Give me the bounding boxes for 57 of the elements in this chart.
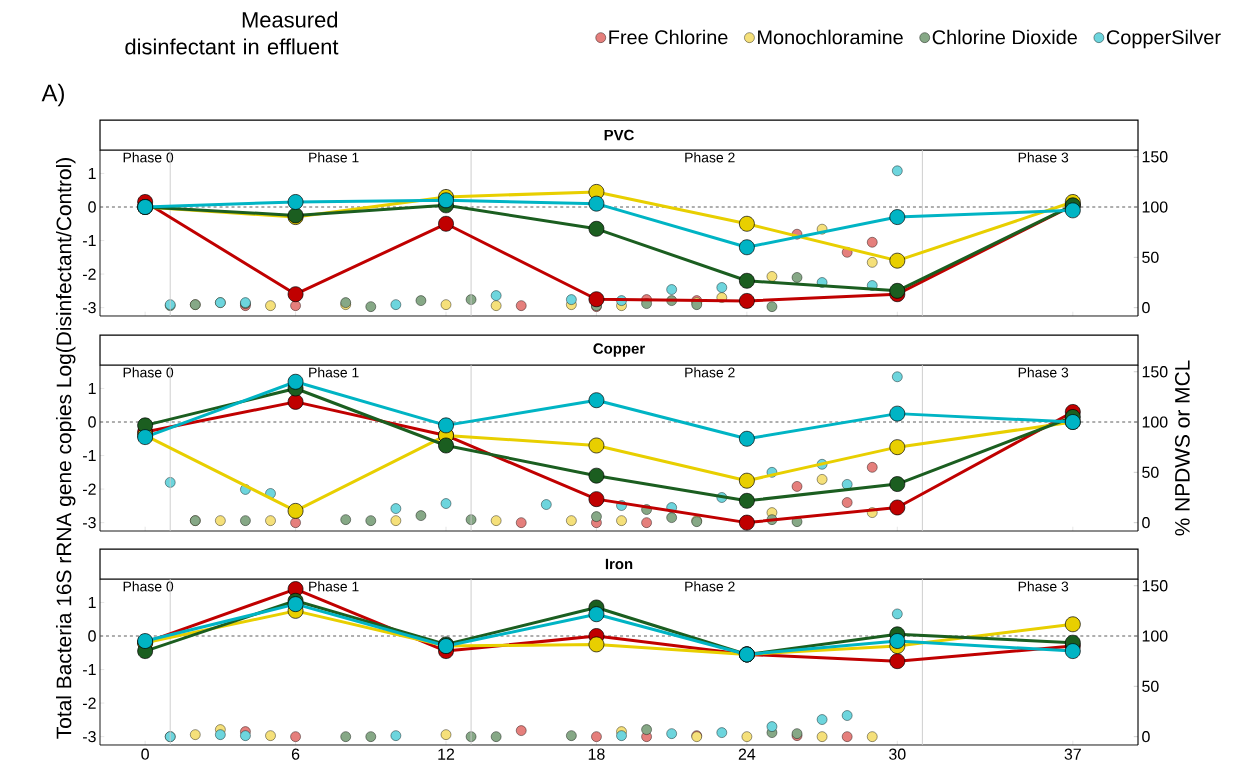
y-tick-label: 1 bbox=[88, 382, 96, 394]
y-tick-label: -2 bbox=[83, 697, 96, 709]
y-tick-label: 0 bbox=[88, 630, 96, 642]
x-tick-label: 12 bbox=[438, 748, 455, 760]
y-tick-label: 1 bbox=[88, 167, 96, 179]
legend-label: CopperSilver bbox=[1106, 29, 1221, 49]
y-axis-title: Total Bacteria 16S rRNA gene copies Log(Disinfectant/Control) bbox=[55, 158, 76, 739]
y2-tick-label: 150 bbox=[1142, 366, 1168, 378]
y-tick-label: -1 bbox=[83, 450, 96, 462]
y2-tick-label: 0 bbox=[1142, 302, 1150, 314]
y2-tick-label: 50 bbox=[1142, 251, 1159, 263]
annotation: Phase 0 bbox=[123, 367, 174, 378]
y-tick-label: -3 bbox=[83, 730, 96, 743]
y2-tick-label: 100 bbox=[1142, 201, 1168, 213]
y2-tick-label: 0 bbox=[1142, 731, 1150, 743]
annotation: Phase 0 bbox=[123, 152, 174, 163]
y2-tick-label: 50 bbox=[1142, 466, 1159, 478]
chart-title: PVC bbox=[604, 129, 634, 141]
y2-axis-title: % NPDWS or MCL bbox=[1174, 360, 1190, 536]
y2-tick-label: 0 bbox=[1142, 517, 1150, 529]
chart-title: Iron bbox=[605, 558, 633, 570]
y2-tick-label: 150 bbox=[1142, 580, 1168, 592]
annotation: Phase 1 bbox=[309, 581, 359, 592]
x-tick-label: 18 bbox=[588, 748, 605, 760]
annotation: Phase 2 bbox=[685, 581, 735, 592]
x-tick-label: 0 bbox=[141, 748, 149, 760]
legend-label: Chlorine Dioxide bbox=[932, 29, 1077, 45]
legend-label: Free Chlorine bbox=[609, 29, 728, 45]
x-tick-label: 30 bbox=[889, 748, 906, 760]
y-tick-label: -1 bbox=[83, 664, 96, 676]
annotation: Phase 2 bbox=[685, 367, 735, 378]
chart-title: Copper bbox=[593, 343, 645, 357]
y-tick-label: 1 bbox=[88, 596, 96, 608]
annotation: Phase 1 bbox=[309, 152, 359, 163]
y-tick-label: 0 bbox=[88, 416, 96, 428]
annotation: Phase 0 bbox=[123, 581, 174, 592]
chart-subtitle: A) bbox=[41, 83, 64, 107]
y2-tick-label: 100 bbox=[1142, 416, 1168, 428]
x-tick-label: 24 bbox=[738, 748, 756, 760]
annotation: Phase 1 bbox=[309, 367, 359, 378]
y-tick-label: 0 bbox=[88, 201, 96, 213]
legend-title: Measured disinfectant in effluent bbox=[125, 11, 339, 55]
y2-tick-label: 100 bbox=[1142, 630, 1168, 642]
x-tick-label: 37 bbox=[1064, 748, 1081, 760]
y-tick-label: -1 bbox=[83, 235, 96, 247]
y-tick-label: -3 bbox=[83, 301, 96, 314]
x-tick-label: 6 bbox=[291, 748, 300, 760]
annotation: Phase 3 bbox=[1018, 367, 1069, 378]
annotation: Phase 2 bbox=[685, 152, 735, 163]
y2-tick-label: 150 bbox=[1142, 151, 1168, 163]
legend-label: Monochloramine bbox=[758, 29, 903, 45]
annotation: Phase 3 bbox=[1018, 581, 1069, 592]
y-tick-label: -3 bbox=[83, 516, 96, 529]
y-tick-label: -2 bbox=[83, 268, 96, 280]
y2-tick-label: 50 bbox=[1142, 680, 1159, 692]
y-tick-label: -2 bbox=[83, 483, 96, 495]
annotation: Phase 3 bbox=[1018, 152, 1069, 163]
